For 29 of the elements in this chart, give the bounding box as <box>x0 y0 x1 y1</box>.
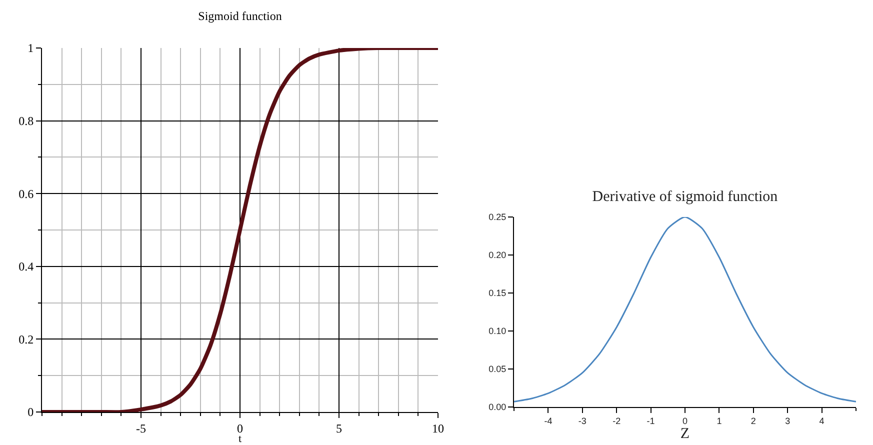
x-tick-label: 0 <box>237 421 243 436</box>
y-tick-label: 0.8 <box>18 114 34 128</box>
x-tick-label: -4 <box>544 416 552 426</box>
x-tick-label: 4 <box>819 416 824 426</box>
y-tick-label: 0.15 <box>488 288 506 298</box>
x-tick-label: 0 <box>682 416 688 426</box>
x-axis-title: t <box>238 433 242 445</box>
chart-title: Sigmoid function <box>198 8 282 23</box>
x-tick-label: 10 <box>432 421 444 436</box>
y-tick-label: 0.05 <box>488 364 506 374</box>
y-tick-label: 1 <box>28 41 34 56</box>
x-tick-label: -1 <box>646 416 655 426</box>
x-axis-title: Z <box>680 426 690 442</box>
x-tick-label: -5 <box>136 421 146 436</box>
y-tick-label: 0.20 <box>488 250 506 260</box>
line-series <box>514 217 856 402</box>
y-tick-label: 0.4 <box>18 260 34 274</box>
x-tick-label: 2 <box>750 416 756 426</box>
y-tick-label: 0.10 <box>488 326 506 336</box>
y-tick-label: 0.6 <box>18 186 34 201</box>
x-tick-label: 1 <box>716 416 722 426</box>
x-tick-label: 3 <box>785 416 790 426</box>
y-tick-label: 0.2 <box>18 332 34 346</box>
x-tick-label: -3 <box>578 416 586 426</box>
x-tick-label: -2 <box>612 416 621 426</box>
x-tick-label: 5 <box>336 421 342 436</box>
y-tick-label: 0.00 <box>488 402 506 412</box>
chart-title: Derivative of sigmoid function <box>592 189 778 206</box>
y-tick-label: 0.25 <box>488 212 506 222</box>
